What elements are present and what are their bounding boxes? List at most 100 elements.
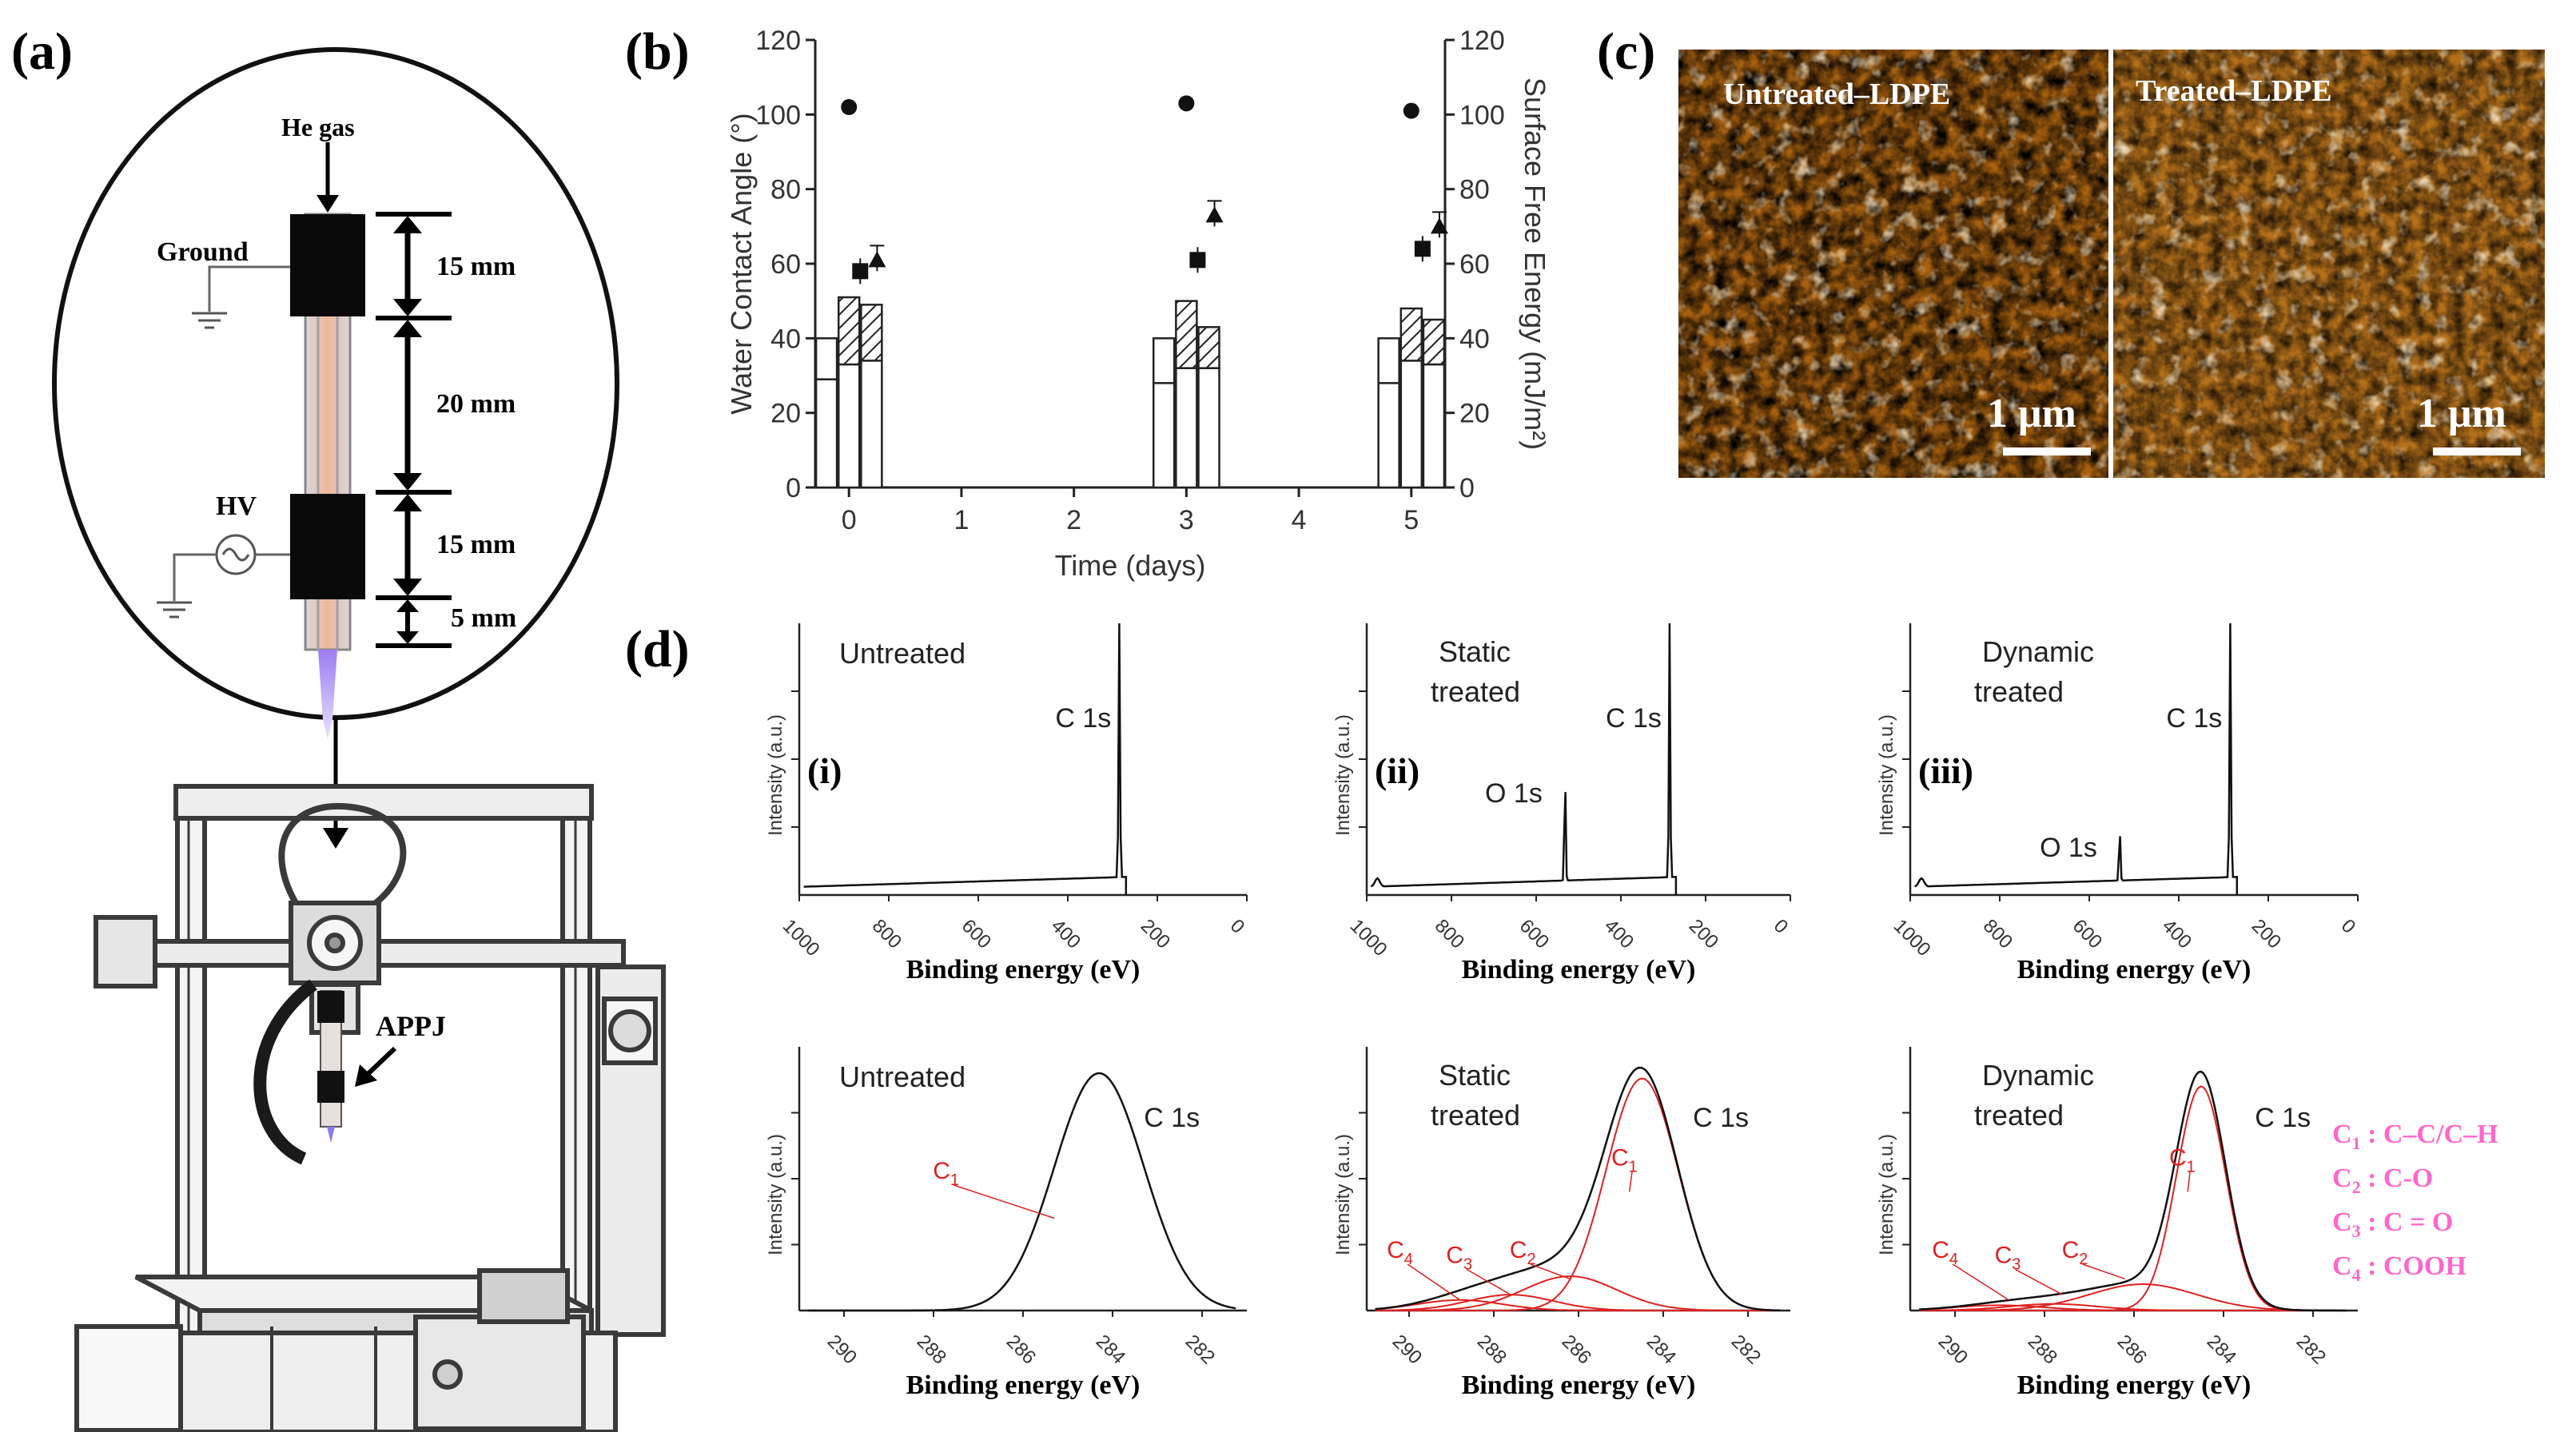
sfe-bar-dispersive (1399, 360, 1423, 489)
afm-treated-title: Treated–LDPE (2136, 74, 2332, 108)
x-tick-label: 288 (1473, 1331, 1511, 1368)
appj-label: APPJ (376, 1010, 446, 1042)
y-axis-label: Intensity (a.u.) (1876, 714, 1897, 836)
connector-arrow-icon (323, 828, 348, 849)
3d-printer (74, 784, 666, 1432)
component-legend-entry: C1 : C–C/C–H (2332, 1120, 2498, 1153)
xps-chart-d-v: 290 288 286 284 282 Binding energy (eV) Intens… (1332, 1047, 1790, 1400)
x-tick-label: 800 (1431, 915, 1468, 953)
x-axis-label: Binding energy (eV) (2017, 955, 2252, 985)
x-tick-label: 4 (1292, 505, 1307, 535)
y-axis-label: Intensity (a.u.) (765, 714, 786, 836)
spectrum-title-line1: Static (1439, 635, 1511, 668)
sfe-bar-dispersive (1422, 363, 1446, 489)
component-leader (2082, 1263, 2126, 1280)
y2-tick-label: 80 (1459, 175, 1490, 205)
panel-a-label: (a) (11, 22, 73, 81)
dim-20mm: 20 mm (436, 389, 516, 419)
x-tick-label: 400 (1600, 915, 1638, 953)
hv-ground-symbol-icon (157, 601, 192, 619)
wca-point-triangle (1205, 206, 1224, 223)
y-tick-label: 100 (755, 100, 801, 130)
panel-c: (c) Untreated–LDPE Treated–LDPE 1 μm 1 μ… (1597, 22, 2545, 478)
x-axis-label: Binding energy (eV) (1462, 1370, 1696, 1400)
x-tick-label: 0 (842, 505, 857, 535)
fit-component-line (1919, 1304, 2347, 1311)
peak-label: C 1s (1144, 1103, 1200, 1133)
component-label: C2 (1510, 1237, 1536, 1268)
x-tick-label: 800 (868, 915, 906, 953)
sfe-bar-polar (1152, 337, 1176, 384)
survey-spectrum-line (1370, 623, 1678, 895)
spectrum-title-line2: treated (1431, 1099, 1520, 1132)
component-legend-entry: C4 : COOH (2332, 1251, 2467, 1285)
x-tick-label: 600 (2068, 915, 2106, 953)
x-tick-label: 290 (1388, 1331, 1426, 1368)
component-leader (1628, 1171, 1633, 1192)
peak-label: C 1s (1693, 1103, 1749, 1133)
x-tick-label: 200 (1137, 915, 1174, 953)
y2-tick-label: 20 (1459, 399, 1490, 429)
dimension-markers (376, 212, 452, 648)
x-tick-label: 600 (1515, 915, 1553, 953)
peak-label: C 1s (2255, 1103, 2311, 1133)
x-tick-label: 1000 (1346, 915, 1392, 961)
ground-label: Ground (157, 237, 249, 267)
xps-chart-d-iv: 290 288 286 284 282 Binding energy (eV) Intens… (765, 1047, 1247, 1400)
afm-image-treated (2113, 50, 2545, 478)
sfe-bar-dispersive (1152, 382, 1176, 489)
afm-image-untreated (1678, 50, 2108, 478)
component-leader (1952, 1263, 2009, 1301)
wca-point-circle (841, 99, 858, 115)
spectrum-title-line2: treated (1974, 1099, 2064, 1132)
x-axis-label: Binding energy (eV) (1462, 955, 1696, 985)
peak-label: C 1s (1606, 703, 1662, 734)
x-tick-label: 3 (1179, 505, 1194, 535)
component-label: C4 (1387, 1237, 1413, 1268)
xps-chart-d-i: 1000 800 600 400 200 0 Binding energy (eV) Inte… (765, 623, 1248, 985)
appj-head (317, 990, 344, 1143)
dim-5mm: 5 mm (451, 603, 516, 633)
component-label: C2 (2062, 1237, 2088, 1268)
panel-b-label: (b) (625, 22, 690, 81)
dimension-arrow-icons (393, 216, 422, 644)
sfe-bar-polar (1399, 307, 1423, 362)
x-tick-label: 286 (2113, 1331, 2151, 1368)
dim-15mm-bottom: 15 mm (436, 530, 516, 559)
component-leader (953, 1184, 1055, 1219)
x-tick-label: 200 (2248, 915, 2285, 953)
scale-bar-left (2003, 448, 2091, 455)
component-label: C3 (1995, 1243, 2021, 1274)
x-axis-label: Binding energy (eV) (906, 1370, 1141, 1400)
sfe-bar-dispersive (814, 378, 838, 489)
component-leader (2187, 1171, 2191, 1192)
x-axis-label: Binding energy (eV) (2017, 1370, 2252, 1400)
x-tick-label: 282 (2292, 1331, 2330, 1368)
spectrum-title-line1: Static (1439, 1059, 1511, 1092)
fit-component-line (1375, 1299, 1780, 1311)
spectrum-numeral: (iii) (1918, 750, 1973, 791)
scale-bar-right (2433, 448, 2521, 455)
x-tick-label: 282 (1727, 1331, 1765, 1368)
peak-label: C 1s (2166, 703, 2222, 734)
y2-tick-label: 0 (1459, 473, 1475, 503)
hv-label: HV (216, 491, 257, 521)
x-tick-label: 600 (958, 915, 995, 953)
panel-b: (b) 0 20 40 60 80 100 120 0 20 40 60 80 100 120 0 1 2 3 4 5… (625, 22, 1551, 582)
panel-a: (a) He gas Ground HV (11, 22, 666, 1432)
x-tick-label: 288 (2024, 1331, 2061, 1368)
y-tick-label: 0 (786, 473, 801, 503)
x-tick-label: 288 (913, 1331, 950, 1368)
component-leader (1466, 1268, 1511, 1295)
spectrum-title: Untreated (839, 637, 966, 670)
xps-chart-d-ii: 1000 800 600 400 200 0 Binding energy (eV) Inte… (1332, 623, 1792, 985)
afm-untreated-title: Untreated–LDPE (1723, 78, 1950, 111)
spectrum-title-line2: treated (1431, 675, 1520, 708)
y2-tick-label: 120 (1459, 26, 1505, 56)
he-gas-label: He gas (281, 113, 355, 141)
sfe-bar-dispersive (837, 363, 861, 489)
x-axis-label: Binding energy (eV) (906, 955, 1141, 985)
y-axis-label: Intensity (a.u.) (1876, 1134, 1897, 1255)
peak-label: C 1s (1055, 703, 1111, 734)
x-tick-label: 290 (823, 1331, 861, 1368)
